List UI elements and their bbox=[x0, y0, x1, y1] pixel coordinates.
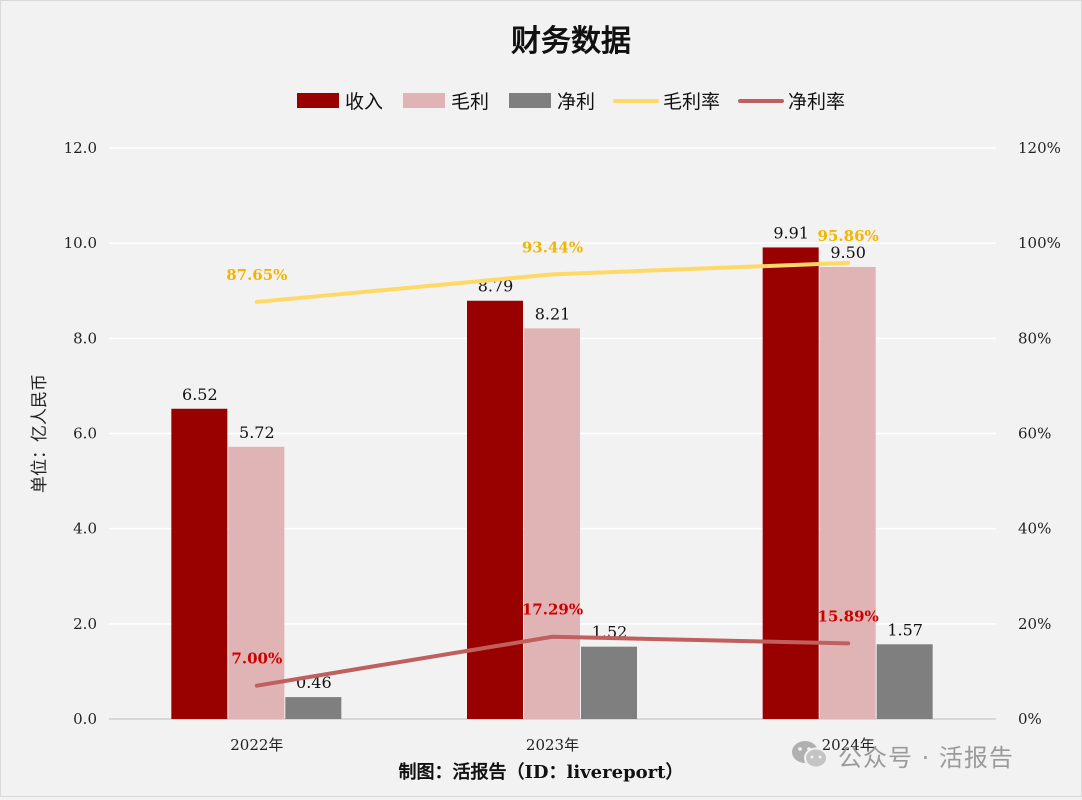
y-tick-label: 12.0 bbox=[64, 139, 97, 157]
legend-label-毛利: 毛利 bbox=[451, 91, 489, 113]
y-tick-label: 0.0 bbox=[73, 710, 97, 728]
line-data-label: 93.44% bbox=[522, 238, 583, 256]
line-data-label: 17.29% bbox=[522, 601, 583, 619]
line-data-label: 15.89% bbox=[818, 607, 879, 625]
bar-毛利 bbox=[524, 328, 580, 719]
legend-label-净利: 净利 bbox=[557, 91, 595, 113]
y2-tick-label: 60% bbox=[1018, 425, 1051, 443]
legend-label-毛利率: 毛利率 bbox=[663, 91, 720, 113]
bar-收入 bbox=[762, 247, 819, 720]
line-data-label: 7.00% bbox=[231, 650, 282, 668]
watermark: 公众号 · 活报告 bbox=[790, 735, 1014, 775]
line-data-label: 87.65% bbox=[226, 266, 287, 284]
bar-净利 bbox=[876, 644, 933, 719]
line-data-label: 95.86% bbox=[818, 227, 879, 245]
line-毛利率 bbox=[254, 260, 851, 304]
legend-swatch-毛利 bbox=[403, 93, 445, 108]
y2-tick-label: 20% bbox=[1018, 615, 1051, 633]
y2-tick-label: 40% bbox=[1018, 520, 1051, 538]
bar-data-label: 6.52 bbox=[182, 385, 218, 404]
y2-tick-label: 100% bbox=[1018, 234, 1061, 252]
y-tick-label: 10.0 bbox=[64, 234, 97, 252]
wechat-icon bbox=[792, 741, 828, 769]
bar-data-label: 9.91 bbox=[773, 223, 809, 242]
bar-data-label: 9.50 bbox=[830, 243, 866, 262]
bar-毛利 bbox=[819, 266, 876, 719]
bar-净利 bbox=[285, 697, 342, 719]
x-tick-label: 2023年 bbox=[526, 736, 579, 754]
y2-tick-label: 0% bbox=[1018, 710, 1042, 728]
x-tick-label: 2022年 bbox=[230, 736, 283, 754]
bar-data-label: 1.57 bbox=[887, 620, 923, 639]
bar-收入 bbox=[171, 408, 228, 719]
bar-净利 bbox=[581, 646, 637, 719]
y-tick-label: 6.0 bbox=[73, 425, 97, 443]
legend-label-收入: 收入 bbox=[345, 91, 383, 113]
legend-label-净利率: 净利率 bbox=[788, 91, 845, 113]
bar-收入 bbox=[467, 300, 523, 719]
y2-tick-label: 80% bbox=[1018, 329, 1051, 347]
bar-data-label: 5.72 bbox=[239, 423, 275, 442]
chart-title: 财务数据 bbox=[511, 24, 631, 59]
bar-毛利 bbox=[228, 446, 285, 719]
y-tick-label: 4.0 bbox=[73, 520, 97, 538]
y-axis-label: 单位：亿人民币 bbox=[30, 374, 50, 493]
y-tick-label: 8.0 bbox=[73, 329, 97, 347]
y2-tick-label: 120% bbox=[1018, 139, 1061, 157]
x-tick-label: 2024年 bbox=[822, 736, 875, 754]
legend-swatch-收入 bbox=[297, 93, 339, 108]
watermark-text: 公众号 · 活报告 bbox=[838, 743, 1014, 772]
line-净利率 bbox=[254, 634, 851, 688]
bar-data-label: 8.21 bbox=[535, 304, 571, 323]
legend-swatch-净利 bbox=[509, 93, 551, 108]
chart-footer: 制图：活报告（ID：livereport） bbox=[398, 762, 684, 783]
y-tick-label: 2.0 bbox=[73, 615, 97, 633]
